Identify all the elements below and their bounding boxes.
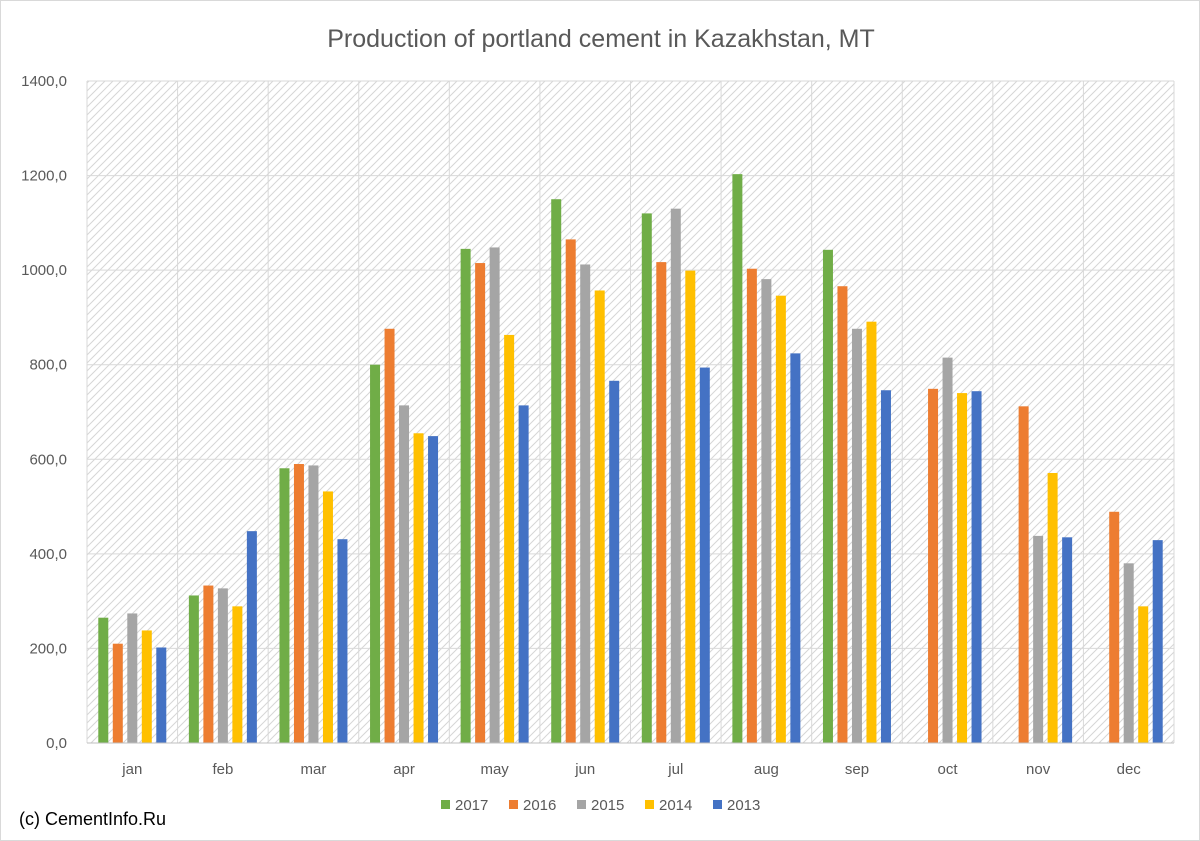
bar-2013-jul <box>699 367 710 743</box>
bar-2017-jan <box>98 617 109 743</box>
bar-2016-may <box>475 263 486 743</box>
y-tick-label: 400,0 <box>29 546 67 563</box>
bar-2014-dec <box>1138 606 1149 743</box>
x-tick-label: oct <box>938 761 959 778</box>
bar-2013-mar <box>337 539 348 743</box>
bar-2013-may <box>518 405 529 743</box>
bar-2013-apr <box>428 436 439 743</box>
bar-2014-jan <box>141 630 152 743</box>
legend-label: 2013 <box>727 797 760 814</box>
bar-2015-apr <box>399 405 410 743</box>
bar-2016-aug <box>746 268 757 743</box>
y-tick-label: 0,0 <box>46 735 67 752</box>
x-tick-label: jul <box>667 761 683 778</box>
legend-label: 2015 <box>591 797 624 814</box>
bar-2017-jul <box>641 213 652 743</box>
bar-2015-jan <box>127 613 138 743</box>
x-axis: jan feb mar apr may jun jul aug sep oct nov dec <box>87 742 1174 778</box>
copyright-text: (c) CementInfo.Ru <box>19 809 167 829</box>
bar-2016-oct <box>928 388 939 743</box>
bar-2016-dec <box>1109 511 1120 743</box>
bar-2016-apr <box>384 328 395 743</box>
bar-2015-mar <box>308 465 319 743</box>
bar-2015-sep <box>851 328 862 743</box>
legend-label: 2014 <box>659 797 692 814</box>
y-axis: 0,0 200,0 400,0 600,0 800,0 1000,0 1200,0 1400,… <box>21 73 67 752</box>
bar-2014-mar <box>322 491 333 743</box>
y-tick-label: 200,0 <box>29 640 67 657</box>
bar-2013-sep <box>880 390 891 743</box>
legend: 2017 2016 2015 2014 2013 <box>441 797 760 814</box>
bars <box>98 174 1163 744</box>
legend-swatch <box>577 800 586 809</box>
bar-2015-oct <box>942 357 953 743</box>
bar-2017-jun <box>551 199 562 743</box>
x-tick-label: feb <box>212 761 233 778</box>
x-tick-label: aug <box>754 761 779 778</box>
bar-2015-aug <box>761 279 772 743</box>
x-tick-label: dec <box>1117 761 1142 778</box>
bar-2013-jan <box>156 647 167 743</box>
x-tick-label: may <box>480 761 509 778</box>
bar-2017-mar <box>279 468 290 743</box>
legend-label: 2016 <box>523 797 556 814</box>
bar-2014-aug <box>775 295 786 743</box>
y-tick-label: 1200,0 <box>21 168 67 185</box>
y-tick-label: 1400,0 <box>21 73 67 90</box>
bar-2015-may <box>489 247 500 743</box>
bar-2015-jul <box>670 208 681 743</box>
bar-2015-feb <box>217 588 228 743</box>
bar-2014-apr <box>413 433 424 743</box>
y-tick-label: 800,0 <box>29 357 67 374</box>
bar-2016-jul <box>656 262 667 743</box>
bar-2016-sep <box>837 286 848 743</box>
bar-2014-sep <box>866 321 877 743</box>
legend-swatch <box>645 800 654 809</box>
legend-swatch <box>509 800 518 809</box>
bar-2014-oct <box>957 393 968 743</box>
legend-label: 2017 <box>455 797 488 814</box>
bar-2014-nov <box>1047 472 1058 743</box>
bar-2013-feb <box>246 531 257 743</box>
gridlines <box>86 80 1175 744</box>
bar-2016-nov <box>1018 406 1029 743</box>
y-tick-label: 1000,0 <box>21 262 67 279</box>
bar-2017-apr <box>370 364 381 743</box>
bar-2015-jun <box>580 264 591 743</box>
bar-2013-jun <box>609 380 620 743</box>
bar-2013-aug <box>790 353 801 743</box>
bar-2016-jun <box>565 239 576 743</box>
bar-2017-may <box>460 248 471 743</box>
bar-2013-nov <box>1062 537 1073 743</box>
x-tick-label: mar <box>301 761 327 778</box>
x-tick-label: apr <box>393 761 415 778</box>
bar-2016-mar <box>293 464 304 743</box>
bar-2013-dec <box>1152 540 1163 743</box>
bar-2014-feb <box>232 606 243 743</box>
bar-2017-feb <box>188 595 199 743</box>
bar-2016-jan <box>112 643 123 743</box>
bar-2014-jul <box>685 270 696 743</box>
x-tick-label: sep <box>845 761 869 778</box>
bar-2015-nov <box>1033 535 1044 743</box>
x-tick-label: jan <box>121 761 142 778</box>
x-tick-label: nov <box>1026 761 1051 778</box>
bar-2014-may <box>504 334 515 743</box>
bar-2014-jun <box>594 290 605 743</box>
y-tick-label: 600,0 <box>29 451 67 468</box>
chart-title: Production of portland cement in Kazakhs… <box>327 25 875 53</box>
legend-swatch <box>441 800 450 809</box>
legend-swatch <box>713 800 722 809</box>
bar-2013-oct <box>971 391 982 743</box>
bar-2017-sep <box>822 249 833 743</box>
bar-2017-aug <box>732 174 743 744</box>
bar-2015-dec <box>1123 563 1134 743</box>
bar-2016-feb <box>203 585 214 743</box>
x-tick-label: jun <box>574 761 595 778</box>
